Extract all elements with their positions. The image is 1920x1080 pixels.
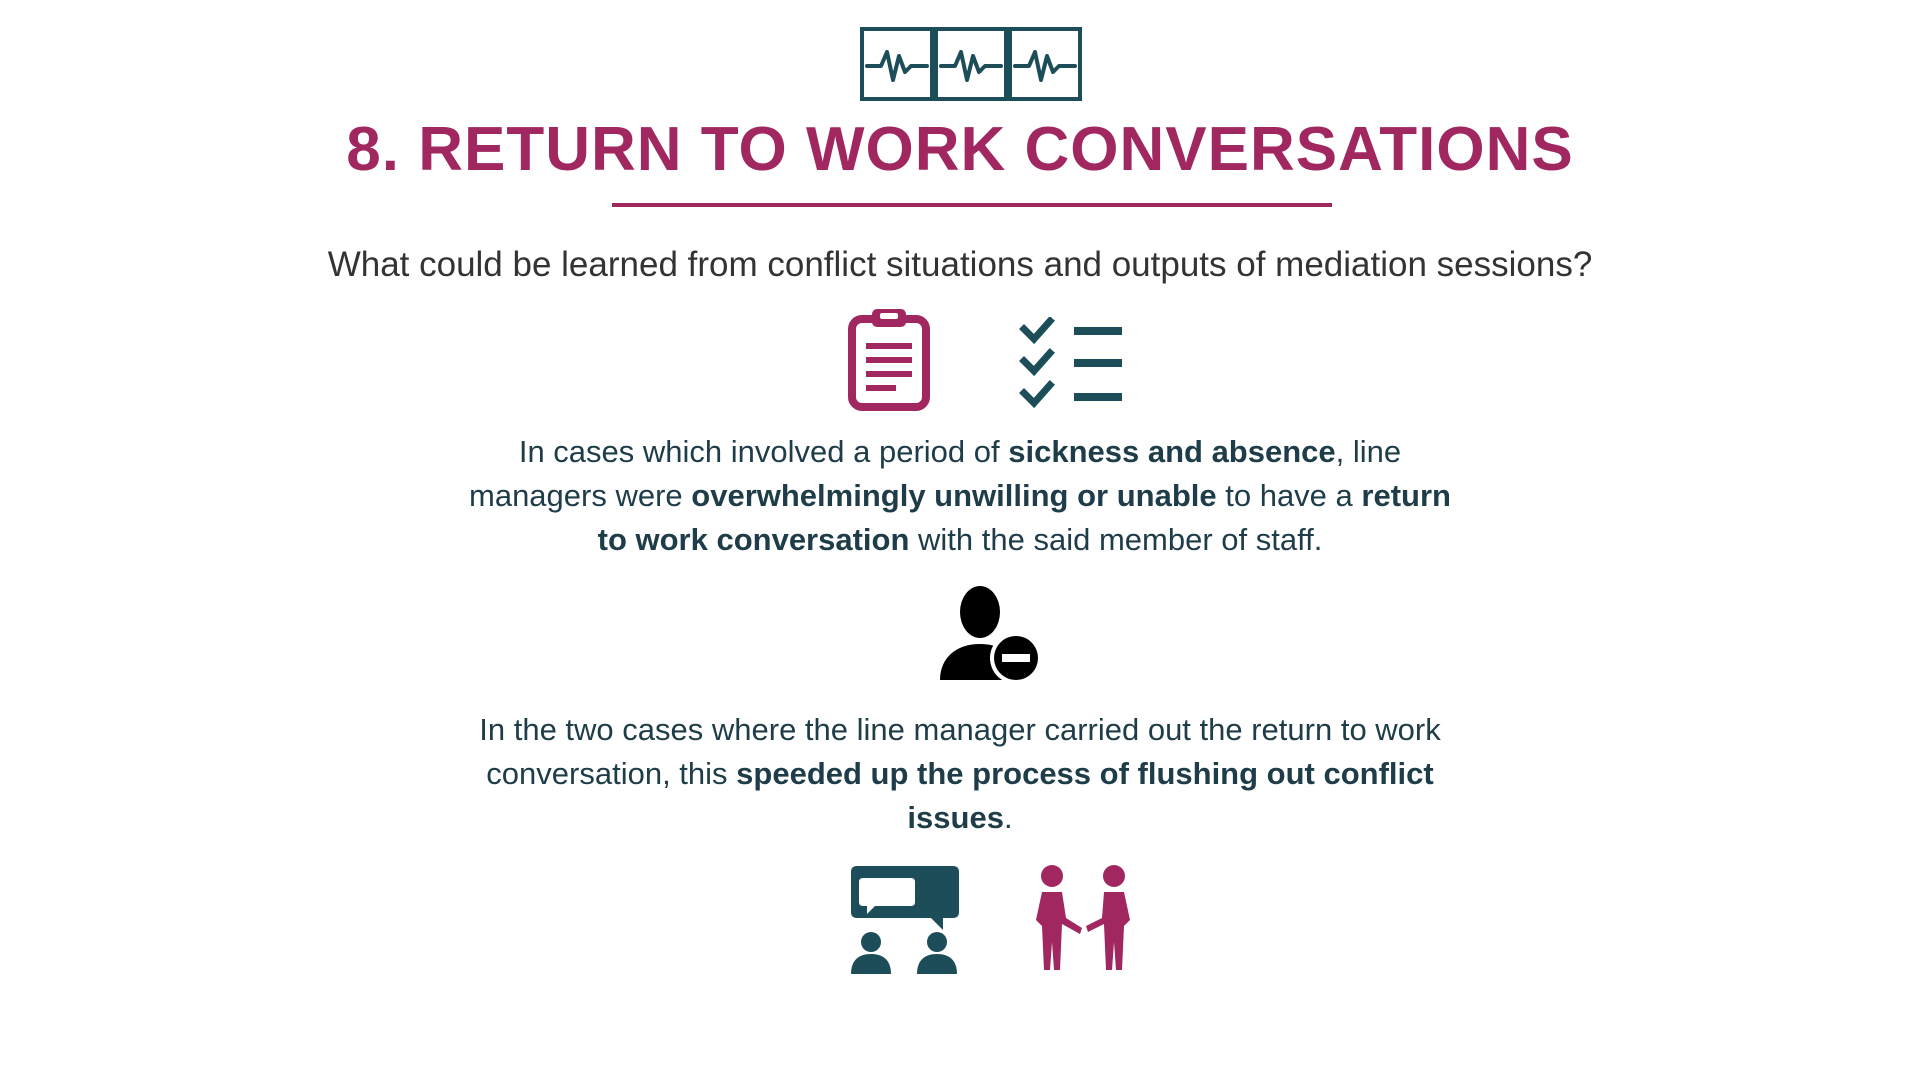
para1-bold-1: sickness and absence <box>1008 434 1336 469</box>
para1-text-2: , line managers were <box>469 434 1402 513</box>
para2-text-1: In the two cases where the line manager … <box>479 712 1441 791</box>
sickness-absence-paragraph: In cases which involved a period of sick… <box>460 430 1460 562</box>
manager-conversation-paragraph: In the two cases where the line manager … <box>460 708 1460 840</box>
para1-text-1: In cases which involved a period of <box>518 434 1009 469</box>
handshake-icon <box>1036 865 1130 970</box>
question-text: What could be learned from conflict situ… <box>327 245 1593 284</box>
para1-bold-2: overwhelmingly unwilling or unable <box>691 478 1217 513</box>
para1-text-4: with the said member of staff. <box>909 522 1323 557</box>
title-underline <box>612 203 1332 207</box>
heart-monitor-icon <box>860 27 1082 101</box>
para1-bold-3: return to work conversation <box>597 478 1451 557</box>
para1-text-3: to have a <box>1216 478 1362 513</box>
para2-bold-1: speeded up the process of flushing out c… <box>736 756 1434 835</box>
meeting-icon <box>851 866 959 974</box>
clipboard-icon <box>848 309 930 411</box>
checklist-icon <box>1019 317 1122 409</box>
page-title: 8. RETURN TO WORK CONVERSATIONS <box>346 115 1574 184</box>
para2-text-2: . <box>1003 800 1013 835</box>
user-minus-icon <box>940 586 1042 684</box>
